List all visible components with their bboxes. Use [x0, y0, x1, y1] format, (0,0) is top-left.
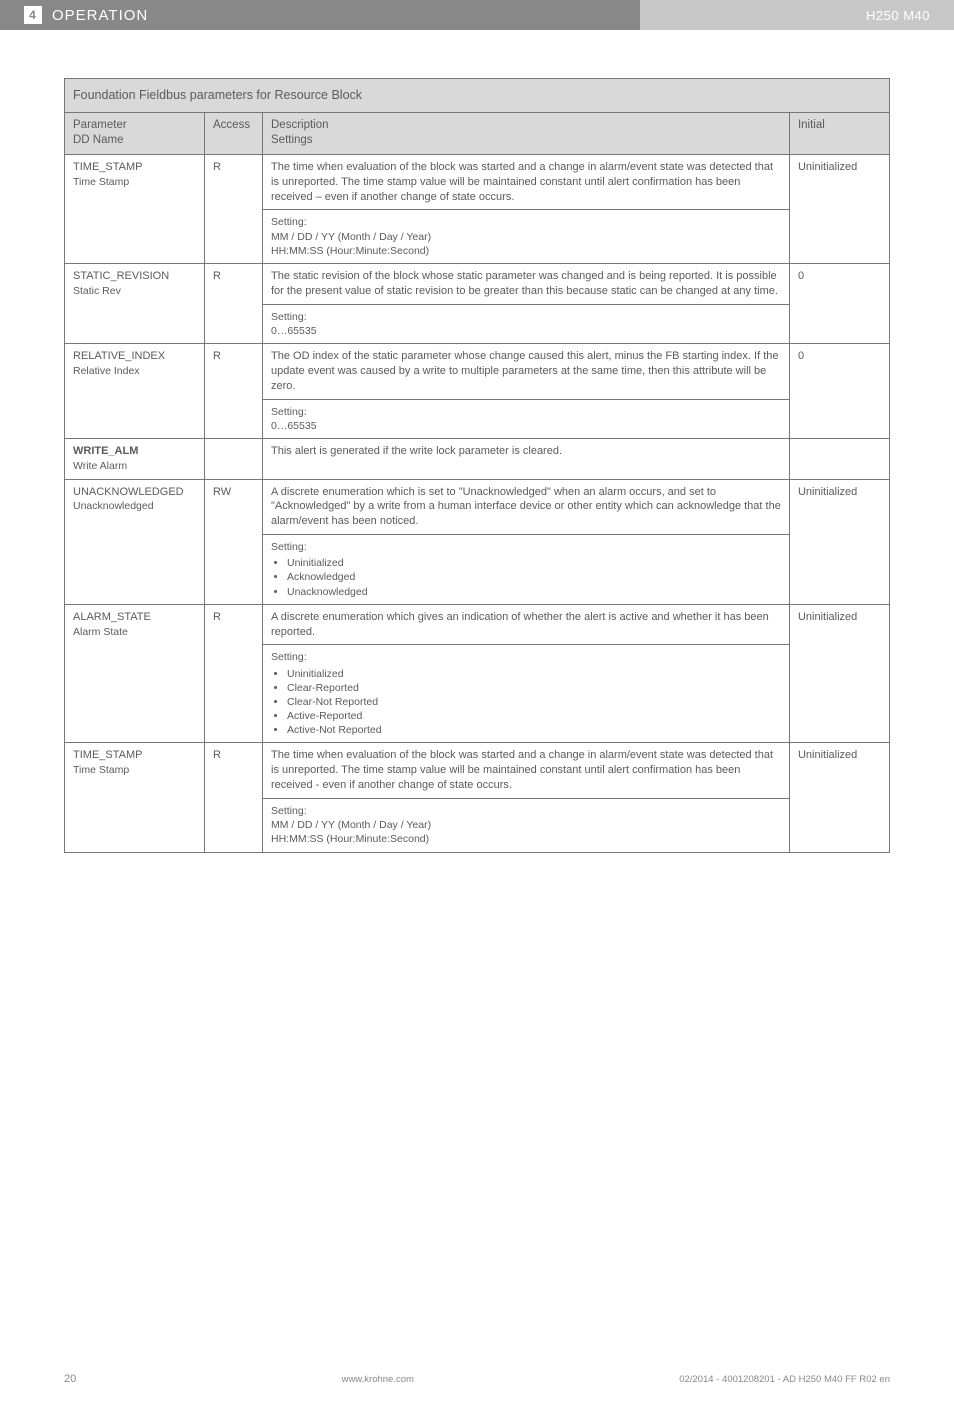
table-header-row: Parameter DD Name Access Description Set…	[65, 112, 890, 154]
page-footer: 20 www.krohne.com 02/2014 - 4001208201 -…	[0, 1373, 954, 1415]
table-row: RELATIVE_INDEXRelative IndexRThe OD inde…	[65, 343, 890, 399]
table-title: Foundation Fieldbus parameters for Resou…	[65, 79, 890, 113]
param-cell: ALARM_STATEAlarm State	[65, 604, 205, 743]
access-cell: R	[205, 604, 263, 743]
description-cell: The time when evaluation of the block wa…	[263, 154, 790, 210]
initial-cell: Uninitialized	[789, 154, 889, 263]
access-cell: R	[205, 154, 263, 263]
initial-cell	[789, 438, 889, 479]
initial-cell: 0	[789, 263, 889, 343]
setting-cell: Setting:0…65535	[263, 399, 790, 438]
access-cell	[205, 438, 263, 479]
col-access: Access	[205, 112, 263, 154]
description-cell: This alert is generated if the write loc…	[263, 438, 790, 479]
setting-cell: Setting:MM / DD / YY (Month / Day / Year…	[263, 210, 790, 264]
description-cell: A discrete enumeration which gives an in…	[263, 604, 790, 645]
description-cell: The static revision of the block whose s…	[263, 263, 790, 304]
description-cell: The OD index of the static parameter who…	[263, 343, 790, 399]
setting-cell: Setting:MM / DD / YY (Month / Day / Year…	[263, 799, 790, 853]
initial-cell: Uninitialized	[789, 479, 889, 604]
footer-site: www.krohne.com	[342, 1374, 414, 1385]
table-row: WRITE_ALMWrite Alarm This alert is genera…	[65, 438, 890, 479]
initial-cell: Uninitialized	[789, 743, 889, 852]
initial-cell: 0	[789, 343, 889, 438]
col-parameter: Parameter DD Name	[65, 112, 205, 154]
col-initial: Initial	[789, 112, 889, 154]
access-cell: R	[205, 343, 263, 438]
col-description: Description Settings	[263, 112, 790, 154]
section-number: 4	[24, 6, 42, 24]
setting-cell: Setting:0…65535	[263, 304, 790, 343]
param-cell: WRITE_ALMWrite Alarm	[65, 438, 205, 479]
table-row: TIME_STAMPTime StampRThe time when evalu…	[65, 743, 890, 799]
table-row: ALARM_STATEAlarm StateRA discrete enumer…	[65, 604, 890, 645]
page-header: 4 OPERATION H250 M40	[0, 0, 954, 30]
table-title-row: Foundation Fieldbus parameters for Resou…	[65, 79, 890, 113]
description-cell: A discrete enumeration which is set to "…	[263, 479, 790, 535]
param-cell: RELATIVE_INDEXRelative Index	[65, 343, 205, 438]
access-cell: R	[205, 263, 263, 343]
page-number: 20	[64, 1373, 76, 1385]
param-cell: TIME_STAMPTime Stamp	[65, 154, 205, 263]
section-title: OPERATION	[52, 7, 148, 24]
table-row: TIME_STAMPTime StampRThe time when evalu…	[65, 154, 890, 210]
footer-doc: 02/2014 - 4001208201 - AD H250 M40 FF R0…	[679, 1374, 890, 1385]
param-cell: STATIC_REVISIONStatic Rev	[65, 263, 205, 343]
initial-cell: Uninitialized	[789, 604, 889, 743]
param-cell: TIME_STAMPTime Stamp	[65, 743, 205, 852]
content-area: Foundation Fieldbus parameters for Resou…	[0, 78, 954, 853]
product-label: H250 M40	[640, 0, 954, 30]
section-header: 4 OPERATION	[0, 0, 640, 30]
param-cell: UNACKNOWLEDGEDUnacknowledged	[65, 479, 205, 604]
parameters-table: Foundation Fieldbus parameters for Resou…	[64, 78, 890, 853]
setting-cell: Setting:UninitializedAcknowledgedUnackno…	[263, 535, 790, 605]
setting-cell: Setting:UninitializedClear-ReportedClear…	[263, 645, 790, 743]
table-row: UNACKNOWLEDGEDUnacknowledgedRWA discrete…	[65, 479, 890, 535]
description-cell: The time when evaluation of the block wa…	[263, 743, 790, 799]
access-cell: RW	[205, 479, 263, 604]
access-cell: R	[205, 743, 263, 852]
table-row: STATIC_REVISIONStatic RevRThe static rev…	[65, 263, 890, 304]
